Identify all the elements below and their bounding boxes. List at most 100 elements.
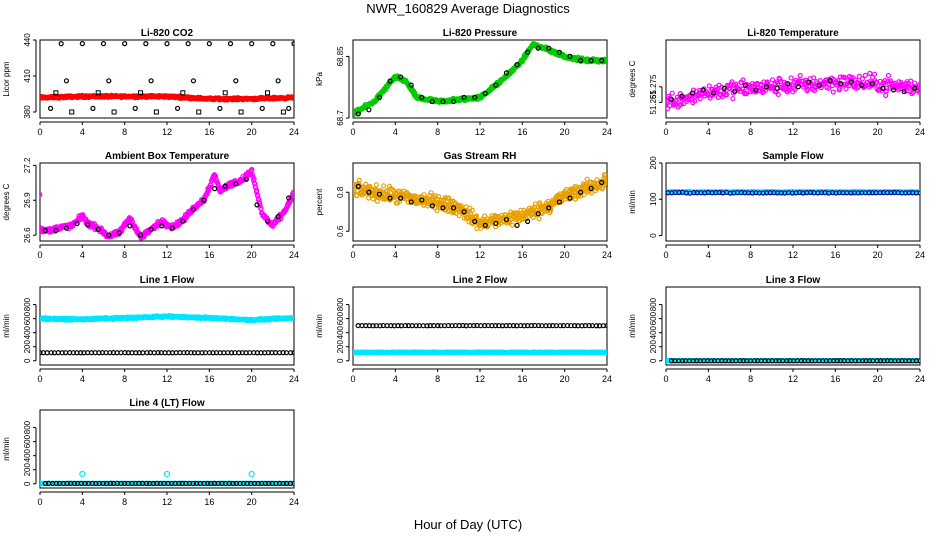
data-point [435,193,442,200]
data-point [264,218,271,224]
series-1 [353,349,607,356]
series-3 [53,90,286,115]
data-point [848,79,854,85]
data-point [44,350,50,356]
data-point [440,205,446,211]
data-point [676,96,682,102]
data-point [461,209,467,215]
data-point [556,49,562,55]
x-tick-label: 12 [475,250,485,260]
x-tick-label: 0 [663,374,668,384]
data-point [856,73,862,79]
data-point [290,191,294,197]
data-point [740,77,746,83]
data-point [535,45,541,51]
x-tick-label: 4 [706,374,711,384]
data-point [188,350,194,356]
chart-title: Li-820 Temperature [747,28,839,39]
data-point [387,195,393,201]
data-point [111,109,117,115]
series-2 [668,77,918,102]
data-point [373,182,379,188]
data-point [604,57,607,63]
x-tick-label: 16 [204,374,214,384]
data-point [727,86,733,92]
data-point [42,227,48,234]
y-tick-label: 51.265 [649,90,658,115]
data-point [668,96,674,102]
data-point [249,40,255,47]
data-point [917,81,920,88]
data-point [473,213,480,219]
plot-frame [352,162,608,242]
data-point [355,111,361,117]
data-point [678,101,684,107]
x-tick-label: 16 [830,127,840,137]
y-tick-label: 100 [649,192,658,206]
plot-frame [352,39,608,119]
plot-area [353,322,607,356]
data-point [286,105,292,112]
data-point [356,177,362,183]
data-point [867,70,873,76]
data-point [259,105,265,112]
x-tick-label: 12 [475,127,485,137]
data-point [95,90,101,96]
data-point [700,87,706,93]
x-tick-label: 8 [435,374,440,384]
y-tick-label: 800 [23,297,32,311]
data-point [697,96,703,102]
y-tick-label: 400 [336,325,345,339]
data-point [736,86,742,92]
x-tick-label: 0 [350,374,355,384]
data-point [450,98,457,105]
x-tick-label: 16 [204,127,214,137]
y-tick-label: 27.2 [23,157,32,173]
data-point [419,94,425,101]
data-point [78,350,84,356]
series-2 [355,45,605,117]
series-2 [40,350,294,356]
data-point [811,75,817,81]
data-point [525,213,532,219]
chart-title: Line 2 Flow [453,275,508,286]
y-tick-label: 800 [649,297,658,311]
data-point [829,82,835,89]
data-point [280,350,286,356]
data-point [862,72,868,78]
data-point [536,216,542,222]
x-tick-label: 20 [247,250,257,260]
data-point [916,89,920,95]
data-point [201,197,207,203]
data-point [822,80,828,86]
x-tick-label: 24 [915,127,925,137]
data-point [733,81,739,87]
data-point [584,176,590,182]
y-tick-label: 200 [23,340,32,354]
plot-frame [665,39,921,119]
x-tick-label: 12 [475,374,485,384]
plot-frame [39,286,295,366]
data-point [148,78,154,84]
data-point [577,189,584,195]
x-tick-label: 0 [663,250,668,260]
page-title: NWR_160829 Average Diagnostics [366,1,570,16]
data-point [47,105,54,112]
chart-title: Sample Flow [762,151,823,162]
data-point [729,79,735,85]
data-point [859,82,865,88]
series-2 [355,179,605,228]
data-point [450,205,457,211]
data-point [106,78,112,84]
data-point [291,41,294,47]
data-point [153,109,159,115]
x-tick-label: 8 [748,127,753,137]
data-point [690,87,697,93]
data-point [666,99,670,105]
data-point [788,75,794,81]
data-point [705,90,711,96]
data-point [460,322,466,329]
x-tick-label: 24 [602,374,612,384]
x-tick-label: 24 [289,250,299,260]
data-point [604,349,607,356]
